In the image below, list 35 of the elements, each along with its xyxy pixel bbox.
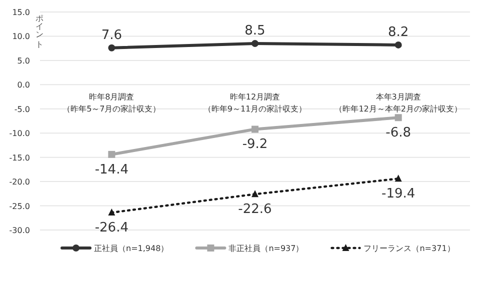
- x-tick-label: 昨年8月調査（昨年5～7月の家計収支）: [62, 92, 161, 114]
- y-tick-label: -10.0: [9, 129, 30, 138]
- x-tick-label: 本年3月調査（昨年12月～本年2月の家計収支）: [334, 92, 462, 114]
- point: [108, 44, 116, 52]
- y-tick-label: -25.0: [9, 202, 30, 211]
- point: [394, 114, 402, 122]
- point: [252, 126, 258, 133]
- data-label: -14.4: [94, 162, 128, 178]
- data-label: 7.6: [101, 28, 122, 43]
- y-tick-label: 10.0: [12, 32, 30, 42]
- data-label: 8.2: [388, 24, 409, 40]
- legend-label: フリーランス（n=371）: [364, 244, 455, 253]
- y-tick-label: -15.0: [9, 153, 30, 162]
- data-label: -9.2: [242, 137, 268, 152]
- data-label: -22.6: [238, 202, 272, 218]
- point: [394, 174, 402, 182]
- point: [108, 150, 116, 158]
- y-tick-label: -5.0: [14, 104, 30, 114]
- data-label: 8.5: [244, 23, 266, 38]
- y-tick-label: 0.0: [17, 80, 30, 90]
- x-tick-label: 昨年12月調査（昨年9～11月の家計収支）: [203, 92, 307, 114]
- point: [108, 208, 116, 216]
- y-tick-label: 5.0: [17, 56, 30, 66]
- y-tick-label: 15.0: [12, 8, 30, 17]
- point: [252, 190, 258, 198]
- point: [252, 40, 258, 47]
- legend-label: 非正社員（n=937）: [228, 244, 304, 253]
- data-label: -6.8: [386, 126, 412, 141]
- point: [394, 41, 402, 48]
- data-label: -19.4: [382, 186, 416, 202]
- legend-label: 正社員（n=1,948）: [94, 244, 169, 253]
- y-tick-label: -30.0: [9, 226, 30, 235]
- data-label: -26.4: [94, 220, 128, 236]
- y-tick-label: -20.0: [9, 178, 30, 187]
- y-axis-title: ポイント: [34, 8, 44, 48]
